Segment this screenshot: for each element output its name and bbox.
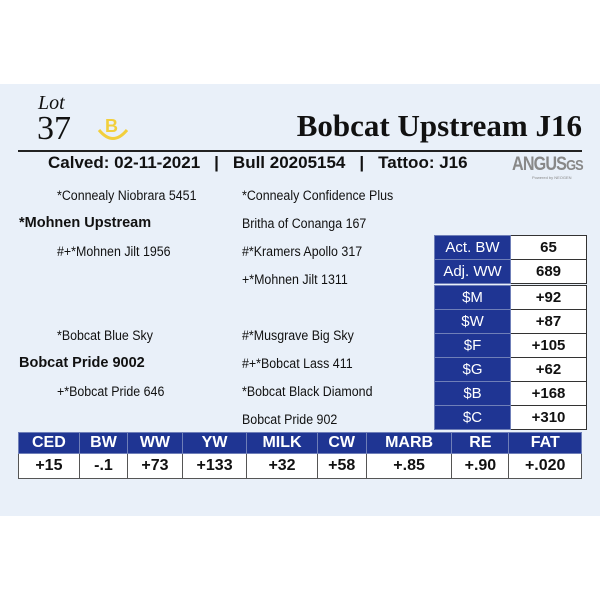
separator: | [214, 153, 219, 172]
lot-number: 37 [37, 110, 71, 147]
pedigree-ds-sire: #*Musgrave Big Sky [242, 328, 354, 343]
table-cell: $C [434, 405, 511, 430]
column-header: CW [316, 432, 367, 454]
epd-header-row: CED BW WW YW MILK CW MARB RE FAT [18, 432, 582, 454]
table-cell: Act. BW [434, 235, 511, 260]
column-header: BW [78, 432, 129, 454]
column-header: RE [451, 432, 510, 454]
pedigree-dam-dam: +*Bobcat Pride 646 [57, 384, 165, 399]
table-cell: +73 [127, 453, 183, 479]
lot-label: Lot [38, 92, 65, 114]
pedigree-dam: Bobcat Pride 9002 [19, 355, 145, 371]
column-header: MARB [365, 432, 453, 454]
pedigree-dd-sire: *Bobcat Black Diamond [242, 384, 373, 399]
angus-gs-tagline: Powered by NEOGEN [532, 175, 572, 180]
table-row: $G +62 [434, 357, 587, 382]
angus-gs-logo: ANGUSGS [512, 154, 584, 175]
table-cell: +.90 [451, 453, 510, 479]
table-cell: +.85 [365, 453, 453, 479]
table-row: $C +310 [434, 405, 587, 430]
epd-value-row: +15 -.1 +73 +133 +32 +58 +.85 +.90 +.020 [18, 453, 582, 479]
info-line: Calved: 02-11-2021 | Bull 20205154 | Tattoo:… [48, 153, 482, 173]
weights-table: Act. BW 65 Adj. WW 689 [434, 235, 587, 284]
bobcat-brand-logo-icon: B [97, 116, 129, 140]
column-header: MILK [246, 432, 318, 454]
pedigree-sire-dam: #+*Mohnen Jilt 1956 [57, 244, 171, 259]
column-header: WW [127, 432, 183, 454]
animal-name: Bobcat Upstream J16 [296, 108, 582, 143]
table-cell: +15 [18, 453, 80, 479]
table-row: $B +168 [434, 381, 587, 406]
pedigree-sd-dam: +*Mohnen Jilt 1311 [242, 272, 348, 287]
column-header: CED [18, 432, 80, 454]
calved-date: Calved: 02-11-2021 [48, 153, 201, 172]
table-cell: 65 [510, 235, 587, 260]
table-cell: $W [434, 309, 511, 334]
pedigree-sd-sire: #*Kramers Apollo 317 [242, 244, 363, 259]
table-row: Act. BW 65 [434, 235, 587, 260]
table-row: $F +105 [434, 333, 587, 358]
table-cell: 689 [510, 259, 587, 284]
registration: Bull 20205154 [232, 153, 346, 172]
table-cell: Adj. WW [434, 259, 511, 284]
table-cell: +32 [246, 453, 318, 479]
svg-text:B: B [105, 116, 118, 136]
table-cell: +87 [510, 309, 587, 334]
pedigree-dd-dam: Bobcat Pride 902 [242, 412, 338, 427]
table-cell: $F [434, 333, 511, 358]
index-table: $M +92 $W +87 $F +105 $G +62 $B +168 $C +310 [434, 285, 587, 430]
pedigree-ss-dam: Britha of Conanga 167 [242, 216, 367, 231]
table-row: $M +92 [434, 285, 587, 310]
epd-table: CED BW WW YW MILK CW MARB RE FAT +15 -.1 +73 +133 +3… [18, 432, 582, 479]
tattoo: Tattoo: J16 [378, 153, 468, 172]
column-header: YW [181, 432, 248, 454]
table-cell: +105 [510, 333, 587, 358]
pedigree-dam-sire: *Bobcat Blue Sky [57, 328, 153, 343]
table-cell: $B [434, 381, 511, 406]
pedigree-ss-sire: *Connealy Confidence Plus [242, 188, 394, 203]
table-cell: +92 [510, 285, 587, 310]
pedigree-ds-dam: #+*Bobcat Lass 411 [242, 356, 353, 371]
table-cell: $M [434, 285, 511, 310]
table-cell: +310 [510, 405, 587, 430]
table-row: $W +87 [434, 309, 587, 334]
separator: | [359, 153, 365, 172]
table-cell: +.020 [508, 453, 582, 479]
column-header: FAT [508, 432, 582, 454]
table-cell: $G [434, 357, 511, 382]
table-cell: +58 [316, 453, 367, 479]
table-cell: +133 [181, 453, 248, 479]
divider [18, 150, 582, 152]
table-row: Adj. WW 689 [434, 259, 587, 284]
table-cell: +62 [510, 357, 587, 382]
pedigree-sire: *Mohnen Upstream [19, 215, 152, 231]
pedigree-sire-sire: *Connealy Niobrara 5451 [57, 188, 197, 203]
table-cell: -.1 [78, 453, 129, 479]
table-cell: +168 [510, 381, 587, 406]
